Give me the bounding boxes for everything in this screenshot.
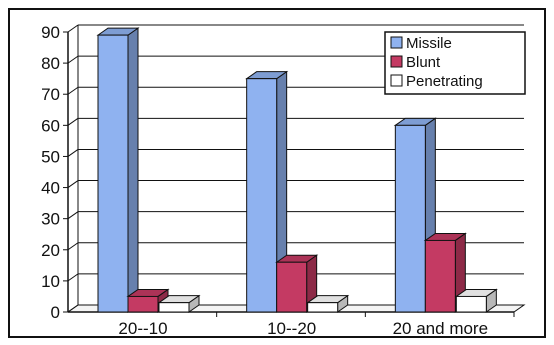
legend-swatch-missile bbox=[390, 36, 403, 49]
side-wall-tick bbox=[67, 273, 79, 282]
y-tick-label: 0 bbox=[51, 303, 60, 322]
bar-front bbox=[97, 34, 129, 313]
y-tick-label: 50 bbox=[41, 147, 60, 166]
bar-front bbox=[246, 78, 278, 313]
x-tick-label: 20 and more bbox=[393, 319, 488, 338]
y-tick-label: 30 bbox=[41, 210, 60, 229]
y-tick-label: 80 bbox=[41, 54, 60, 73]
side-wall-tick bbox=[67, 180, 79, 188]
legend-swatch-penetrating bbox=[390, 74, 403, 87]
x-tick-label: 20--10 bbox=[118, 319, 167, 338]
side-wall-tick bbox=[67, 211, 79, 220]
bar-front bbox=[158, 302, 190, 313]
side-wall-tick bbox=[67, 149, 79, 157]
bar-penetrating-2 bbox=[306, 294, 350, 313]
bar-front bbox=[455, 295, 487, 313]
bar-penetrating-1 bbox=[157, 294, 201, 313]
bars-layer bbox=[96, 27, 498, 313]
y-tick-label: 10 bbox=[41, 272, 60, 291]
bar-missile-2 bbox=[245, 70, 289, 313]
bar-penetrating-3 bbox=[454, 288, 498, 313]
side-wall-tick bbox=[67, 117, 79, 126]
y-tick-label: 40 bbox=[41, 179, 60, 198]
y-tick-label: 20 bbox=[41, 241, 60, 260]
bar-front bbox=[394, 124, 426, 313]
x-tick-label: 10--20 bbox=[267, 319, 316, 338]
bar-front bbox=[127, 295, 159, 313]
legend-label-missile: Missile bbox=[406, 35, 452, 52]
bar-front bbox=[424, 239, 456, 313]
bar-front bbox=[307, 302, 339, 313]
x-tick-labels: 20--10 10--20 20 and more bbox=[118, 312, 515, 338]
bar-front bbox=[276, 261, 308, 313]
side-wall-tick bbox=[67, 304, 79, 313]
bar-blunt-3 bbox=[423, 232, 467, 313]
side-wall-tick bbox=[67, 242, 79, 251]
side-wall-tick bbox=[67, 24, 79, 33]
y-tick-label: 70 bbox=[41, 85, 60, 104]
legend-box bbox=[384, 31, 526, 95]
y-tick-label: 90 bbox=[41, 23, 60, 42]
bar-missile-1 bbox=[96, 27, 140, 313]
side-wall-tick bbox=[67, 86, 79, 95]
legend: Missile Blunt Penetrating bbox=[384, 31, 526, 95]
y-tick-label: 60 bbox=[41, 116, 60, 135]
legend-label-penetrating: Penetrating bbox=[406, 73, 483, 90]
bar-side bbox=[127, 27, 139, 313]
side-wall-tick bbox=[67, 55, 79, 64]
legend-swatch-blunt bbox=[390, 55, 403, 68]
legend-label-blunt: Blunt bbox=[406, 54, 441, 71]
